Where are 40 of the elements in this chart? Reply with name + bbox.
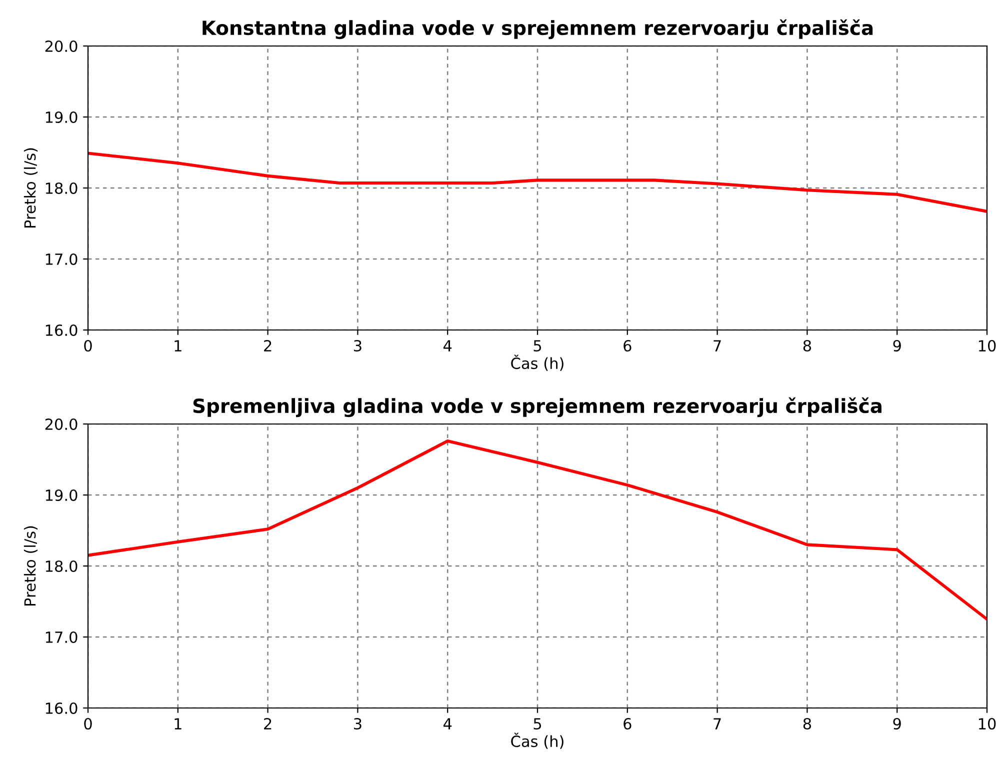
x-tick-label: 1 bbox=[174, 340, 182, 352]
y-tick-label: 20.0 bbox=[45, 418, 78, 430]
x-tick-label: 4 bbox=[443, 340, 452, 352]
x-tick-label: 10 bbox=[978, 718, 996, 730]
x-tick-label: 7 bbox=[714, 718, 721, 730]
line-series bbox=[88, 152, 987, 213]
line-series bbox=[88, 440, 987, 621]
x-tick-label: 8 bbox=[803, 718, 812, 730]
chart-title: Spremenljiva gladina vode v sprejemnem rezervoarju črpališča bbox=[193, 397, 882, 418]
y-tick-label: 18.0 bbox=[46, 560, 78, 572]
x-tick-label: 2 bbox=[264, 718, 272, 730]
x-axis-title: Čas (h) bbox=[511, 354, 564, 371]
y-axis-title: Pretko (l/s) bbox=[24, 148, 38, 228]
x-tick-label: 3 bbox=[354, 340, 362, 352]
y-tick-label: 18.0 bbox=[46, 182, 78, 194]
x-tick-label: 0 bbox=[84, 718, 92, 730]
x-tick-label: 8 bbox=[803, 340, 812, 352]
x-tick-label: 6 bbox=[624, 340, 632, 352]
x-tick-label: 6 bbox=[624, 718, 632, 730]
x-tick-label: 9 bbox=[893, 718, 901, 730]
y-tick-label: 17.0 bbox=[46, 631, 78, 644]
y-tick-label: 16.0 bbox=[46, 324, 78, 336]
chart-title: Konstantna gladina vode v sprejemnem rezervoarju črpališča bbox=[202, 19, 873, 40]
x-axis-title: Čas (h) bbox=[511, 732, 564, 749]
y-tick-label: 16.0 bbox=[46, 702, 78, 714]
y-axis-title: Pretko (l/s) bbox=[24, 526, 38, 606]
y-tick-label: 19.0 bbox=[46, 489, 78, 502]
y-tick-label: 20.0 bbox=[45, 40, 78, 52]
x-tick-label: 7 bbox=[714, 340, 721, 352]
x-tick-label: 4 bbox=[443, 718, 452, 730]
x-tick-label: 9 bbox=[893, 340, 901, 352]
x-tick-label: 0 bbox=[84, 340, 92, 352]
x-tick-label: 5 bbox=[534, 340, 542, 352]
x-tick-label: 5 bbox=[534, 718, 542, 730]
y-tick-label: 17.0 bbox=[46, 253, 78, 266]
x-tick-label: 1 bbox=[174, 718, 182, 730]
x-tick-label: 3 bbox=[354, 718, 362, 730]
y-tick-label: 19.0 bbox=[46, 111, 78, 124]
x-tick-label: 10 bbox=[978, 340, 996, 352]
x-tick-label: 2 bbox=[264, 340, 272, 352]
